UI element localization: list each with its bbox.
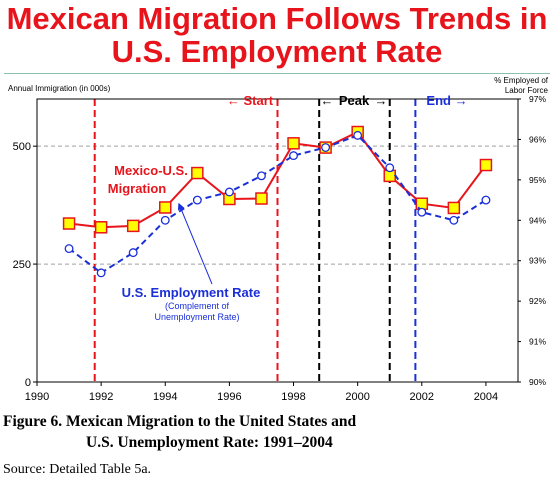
x-tick-label: 2004	[474, 391, 498, 403]
migration-chart: 1990 1992 1994 1996 1998 2000 2002 2004 0 250 500 9…	[8, 76, 549, 403]
period-peak-arrow-right: →	[375, 93, 388, 108]
data-point-migration	[479, 158, 493, 172]
data-point-migration	[255, 192, 268, 205]
figure-caption-line2: U.S. Unemployment Rate: 1991–2004	[86, 434, 333, 451]
y-right-tick-label: 90%	[529, 377, 546, 387]
data-point-employment	[481, 195, 491, 205]
period-label-start: ← Start	[227, 93, 274, 108]
source-note: Source: Detailed Table 5a.	[3, 462, 152, 477]
x-tick-label: 2000	[345, 391, 369, 403]
data-point-migration	[287, 137, 300, 150]
data-point-employment	[449, 215, 459, 225]
data-point-employment	[289, 151, 298, 161]
y-right-tick-label: 97%	[529, 94, 546, 104]
data-point-employment	[417, 207, 427, 217]
series-label-migration-line1: Mexico-U.S.	[114, 163, 188, 178]
x-tick-label: 1998	[281, 391, 305, 403]
data-point-migration	[159, 201, 172, 214]
y-axis-left-label: Annual Immigration (in 000s)	[8, 84, 111, 93]
y-right-tick-label: 96%	[529, 134, 546, 144]
title-divider	[4, 73, 550, 74]
period-label-peak: Peak	[339, 93, 370, 108]
series-note-employment-line2: Unemployment Rate)	[154, 312, 239, 322]
period-label-end: End →	[426, 93, 467, 108]
x-tick-label: 1992	[89, 391, 113, 403]
x-tick-label: 1994	[153, 391, 177, 403]
chart-title-line1: Mexican Migration Follows Trends in	[6, 1, 548, 36]
y-axis-right-label-line2: Labor Force	[505, 86, 549, 95]
data-point-employment	[321, 143, 331, 152]
data-point-employment	[96, 268, 106, 278]
y-left-tick-label: 250	[13, 259, 31, 271]
data-point-employment	[64, 244, 74, 254]
y-right-tick-label: 95%	[529, 175, 546, 185]
y-left-tick-label: 500	[13, 141, 31, 153]
series-note-employment-line1: (Complement of	[165, 301, 230, 311]
data-point-migration	[94, 221, 108, 234]
data-point-employment	[257, 171, 266, 181]
x-tick-label: 1990	[25, 391, 49, 403]
data-point-migration	[191, 166, 204, 180]
data-point-employment	[128, 248, 138, 258]
series-label-migration-line2: Migration	[108, 181, 167, 196]
data-point-employment	[224, 187, 234, 197]
y-right-tick-label: 91%	[529, 337, 546, 347]
employment-callout-arrow	[177, 202, 213, 285]
data-point-migration	[62, 217, 76, 230]
period-peak-arrow-left: ←	[321, 93, 334, 108]
y-right-tick-label: 93%	[529, 256, 546, 266]
data-point-employment	[160, 215, 170, 225]
y-axis-right-label-line1: % Employed of	[494, 76, 549, 85]
data-point-employment	[192, 195, 202, 205]
data-point-employment	[353, 130, 363, 140]
x-tick-label: 1996	[217, 391, 241, 403]
plot-area-border	[36, 98, 519, 383]
data-point-migration	[447, 201, 461, 215]
data-point-employment	[385, 163, 395, 173]
series-line-1	[68, 134, 487, 275]
y-right-tick-label: 94%	[529, 215, 546, 225]
series-label-employment: U.S. Employment Rate	[122, 285, 261, 300]
y-left-tick-label: 0	[25, 377, 31, 389]
chart-title-line2: U.S. Employment Rate	[111, 34, 443, 69]
y-right-tick-label: 92%	[529, 296, 546, 306]
figure-caption-line1: Figure 6. Mexican Migration to the Unite…	[3, 413, 357, 430]
x-tick-label: 2002	[410, 391, 434, 403]
data-point-migration	[126, 219, 140, 233]
